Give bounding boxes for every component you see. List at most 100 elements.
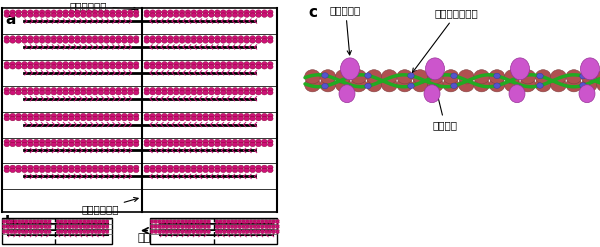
Ellipse shape (150, 226, 154, 229)
Ellipse shape (21, 219, 25, 222)
Ellipse shape (83, 219, 86, 222)
Ellipse shape (408, 73, 414, 78)
Ellipse shape (339, 85, 355, 103)
Ellipse shape (21, 224, 25, 227)
Ellipse shape (215, 36, 220, 40)
Ellipse shape (268, 39, 273, 43)
Ellipse shape (250, 62, 256, 66)
Ellipse shape (256, 113, 262, 118)
Ellipse shape (581, 58, 599, 80)
Ellipse shape (232, 142, 238, 147)
Ellipse shape (351, 70, 367, 84)
Ellipse shape (83, 231, 86, 234)
Ellipse shape (238, 165, 244, 170)
Ellipse shape (249, 224, 253, 227)
Ellipse shape (150, 90, 155, 95)
Ellipse shape (220, 62, 226, 66)
Ellipse shape (144, 65, 149, 69)
Text: c: c (308, 5, 317, 20)
Ellipse shape (188, 226, 191, 229)
Ellipse shape (191, 116, 197, 121)
Ellipse shape (16, 116, 22, 121)
Ellipse shape (265, 224, 268, 227)
Ellipse shape (580, 73, 586, 79)
Ellipse shape (161, 221, 165, 224)
Ellipse shape (106, 221, 109, 224)
Ellipse shape (21, 221, 25, 224)
Ellipse shape (232, 39, 238, 43)
Ellipse shape (167, 90, 173, 95)
Ellipse shape (92, 65, 98, 69)
Ellipse shape (167, 10, 173, 14)
Ellipse shape (179, 168, 185, 173)
Ellipse shape (116, 62, 121, 66)
Ellipse shape (256, 36, 262, 40)
Ellipse shape (127, 39, 133, 43)
Ellipse shape (192, 226, 196, 229)
Ellipse shape (71, 224, 75, 227)
Ellipse shape (80, 36, 86, 40)
Ellipse shape (209, 13, 214, 17)
Ellipse shape (238, 65, 244, 69)
Ellipse shape (10, 13, 16, 17)
Ellipse shape (127, 87, 133, 92)
Ellipse shape (68, 168, 74, 173)
Ellipse shape (268, 90, 273, 95)
Ellipse shape (10, 142, 16, 147)
Ellipse shape (351, 78, 367, 92)
Ellipse shape (234, 226, 238, 229)
Ellipse shape (63, 39, 68, 43)
Ellipse shape (179, 113, 185, 118)
Ellipse shape (28, 168, 33, 173)
Ellipse shape (219, 221, 223, 224)
Ellipse shape (34, 165, 39, 170)
Ellipse shape (203, 224, 207, 227)
Ellipse shape (167, 168, 173, 173)
Ellipse shape (156, 142, 161, 147)
Ellipse shape (133, 142, 139, 147)
Ellipse shape (268, 65, 273, 69)
Ellipse shape (220, 168, 226, 173)
Ellipse shape (215, 10, 220, 14)
Ellipse shape (90, 219, 94, 222)
Ellipse shape (86, 168, 92, 173)
Ellipse shape (215, 62, 220, 66)
Ellipse shape (238, 142, 244, 147)
Ellipse shape (226, 39, 232, 43)
Ellipse shape (489, 70, 505, 84)
Ellipse shape (238, 62, 244, 66)
Ellipse shape (122, 113, 127, 118)
Ellipse shape (232, 10, 238, 14)
Ellipse shape (63, 65, 68, 69)
Ellipse shape (185, 116, 191, 121)
Ellipse shape (191, 165, 197, 170)
Ellipse shape (580, 83, 586, 88)
Ellipse shape (29, 221, 32, 224)
Text: トロポミオシン: トロポミオシン (412, 8, 479, 73)
Ellipse shape (188, 229, 191, 232)
Ellipse shape (92, 139, 98, 144)
Ellipse shape (188, 219, 191, 222)
Ellipse shape (184, 231, 188, 234)
Ellipse shape (250, 113, 256, 118)
Ellipse shape (150, 87, 155, 92)
Ellipse shape (150, 221, 154, 224)
Ellipse shape (39, 90, 45, 95)
Ellipse shape (34, 139, 39, 144)
Ellipse shape (262, 87, 267, 92)
Ellipse shape (51, 139, 56, 144)
Ellipse shape (268, 116, 273, 121)
Ellipse shape (80, 10, 86, 14)
Ellipse shape (249, 229, 253, 232)
Ellipse shape (154, 221, 158, 224)
Ellipse shape (28, 142, 33, 147)
Ellipse shape (22, 10, 27, 14)
Ellipse shape (230, 226, 234, 229)
Ellipse shape (133, 87, 139, 92)
Ellipse shape (63, 36, 68, 40)
Ellipse shape (250, 13, 256, 17)
Ellipse shape (250, 90, 256, 95)
Ellipse shape (209, 142, 214, 147)
Ellipse shape (238, 229, 241, 232)
Ellipse shape (16, 113, 22, 118)
